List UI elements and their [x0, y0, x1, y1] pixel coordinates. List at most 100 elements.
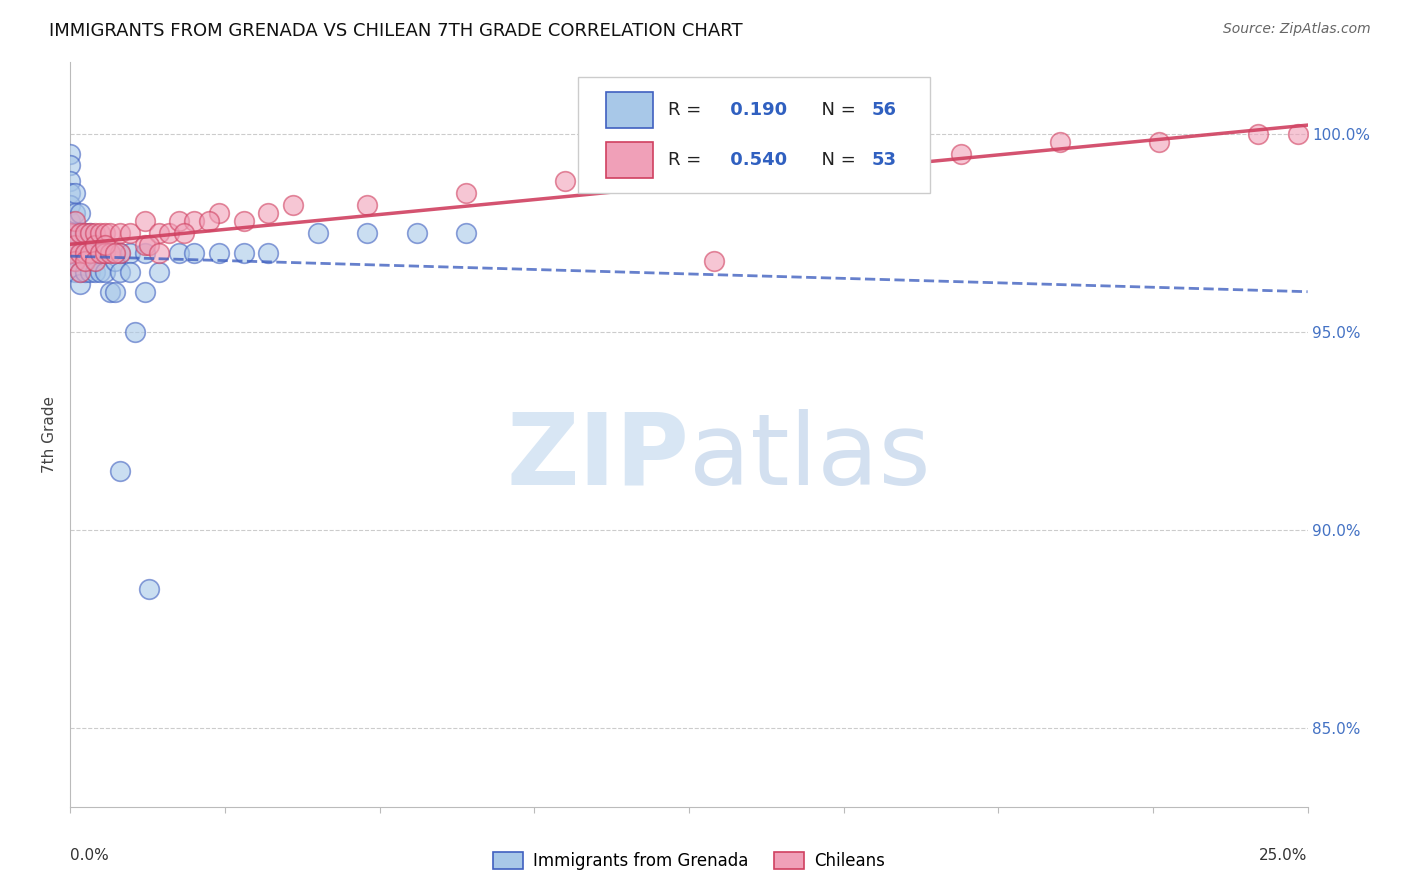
Point	[950, 146, 973, 161]
Point	[94, 237, 117, 252]
Point	[79, 245, 101, 260]
Point	[208, 245, 231, 260]
Point	[79, 226, 101, 240]
Point	[65, 265, 87, 279]
Point	[307, 226, 329, 240]
Point	[59, 198, 82, 212]
Point	[104, 253, 127, 268]
Point	[75, 245, 97, 260]
Point	[75, 245, 97, 260]
Point	[554, 174, 576, 188]
Point	[173, 226, 195, 240]
Text: R =: R =	[668, 101, 707, 120]
Legend: Immigrants from Grenada, Chileans: Immigrants from Grenada, Chileans	[486, 846, 891, 877]
Point	[75, 265, 97, 279]
Point	[94, 226, 117, 240]
Point	[134, 245, 156, 260]
Point	[134, 285, 156, 300]
Point	[75, 253, 97, 268]
Point	[138, 237, 160, 252]
Point	[69, 226, 91, 240]
Point	[134, 214, 156, 228]
Point	[59, 226, 82, 240]
Point	[208, 206, 231, 220]
Point	[851, 146, 873, 161]
Point	[59, 245, 82, 260]
Point	[65, 245, 87, 260]
Point	[84, 253, 107, 268]
Point	[75, 226, 97, 240]
Point	[59, 214, 82, 228]
Point	[94, 245, 117, 260]
Point	[94, 245, 117, 260]
Point	[69, 277, 91, 292]
Point	[148, 226, 170, 240]
Point	[84, 226, 107, 240]
Point	[183, 245, 205, 260]
Point	[98, 285, 121, 300]
Point	[652, 166, 675, 180]
Point	[65, 237, 87, 252]
Point	[138, 582, 160, 597]
Point	[79, 245, 101, 260]
Point	[167, 214, 190, 228]
Point	[108, 265, 131, 279]
Point	[356, 226, 378, 240]
Point	[65, 253, 87, 268]
Point	[59, 245, 82, 260]
Point	[59, 146, 82, 161]
FancyBboxPatch shape	[606, 142, 652, 178]
Point	[65, 206, 87, 220]
Point	[1247, 127, 1270, 141]
Point	[1286, 127, 1309, 141]
Text: 0.0%: 0.0%	[70, 848, 110, 863]
Point	[65, 186, 87, 201]
Point	[108, 463, 131, 477]
Point	[232, 245, 254, 260]
Point	[84, 237, 107, 252]
Point	[84, 253, 107, 268]
Point	[456, 186, 478, 201]
Point	[108, 226, 131, 240]
Point	[281, 198, 304, 212]
Point	[167, 245, 190, 260]
Point	[118, 265, 141, 279]
Point	[69, 245, 91, 260]
Point	[257, 206, 280, 220]
Point	[89, 245, 111, 260]
Point	[59, 226, 82, 240]
Point	[405, 226, 427, 240]
Point	[69, 226, 91, 240]
Point	[75, 253, 97, 268]
Point	[118, 226, 141, 240]
Text: Source: ZipAtlas.com: Source: ZipAtlas.com	[1223, 22, 1371, 37]
Point	[69, 245, 91, 260]
Point	[118, 245, 141, 260]
Text: R =: R =	[668, 151, 707, 169]
Point	[148, 245, 170, 260]
Text: N =: N =	[810, 101, 862, 120]
Point	[257, 245, 280, 260]
Point	[65, 214, 87, 228]
Point	[59, 158, 82, 172]
Point	[124, 325, 146, 339]
Point	[84, 237, 107, 252]
Point	[148, 265, 170, 279]
Point	[456, 226, 478, 240]
Text: 0.190: 0.190	[724, 101, 787, 120]
Point	[703, 253, 725, 268]
Point	[69, 265, 91, 279]
Point	[89, 226, 111, 240]
Point	[1049, 135, 1071, 149]
Point	[75, 226, 97, 240]
Point	[84, 265, 107, 279]
Point	[198, 214, 221, 228]
Point	[89, 265, 111, 279]
Point	[104, 285, 127, 300]
Point	[79, 226, 101, 240]
Point	[59, 186, 82, 201]
FancyBboxPatch shape	[578, 78, 931, 193]
Point	[108, 245, 131, 260]
Point	[157, 226, 180, 240]
Text: IMMIGRANTS FROM GRENADA VS CHILEAN 7TH GRADE CORRELATION CHART: IMMIGRANTS FROM GRENADA VS CHILEAN 7TH G…	[49, 22, 742, 40]
